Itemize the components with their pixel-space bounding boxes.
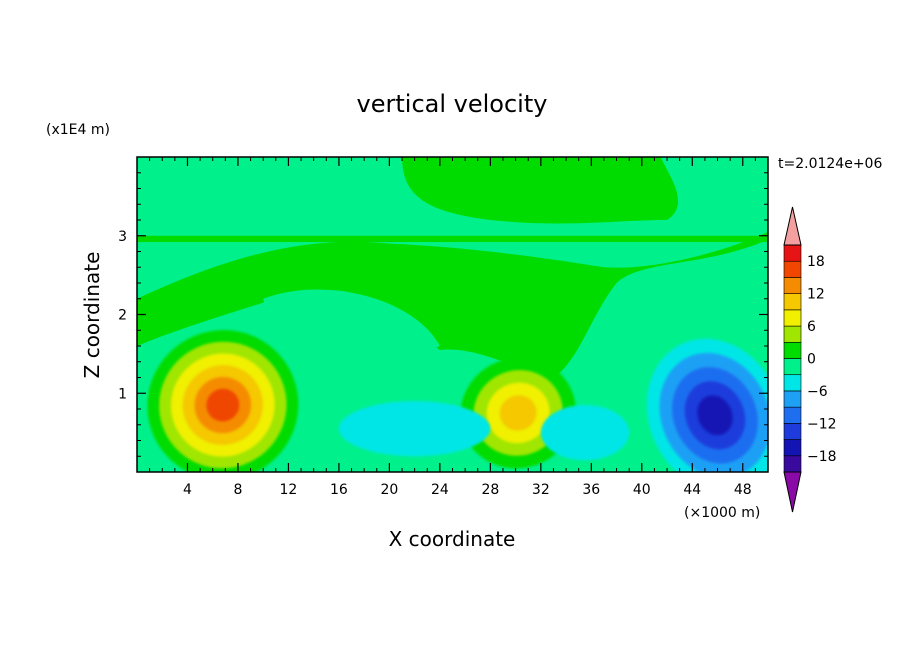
contour-band-green-strip xyxy=(137,235,768,243)
contour-cell-0-level-5 xyxy=(206,388,240,422)
colorbar-swatch xyxy=(783,390,802,408)
time-label: t=2.0124e+06 xyxy=(778,156,882,172)
colorbar-min-triangle xyxy=(783,471,802,513)
x-tick-label: 4 xyxy=(183,482,192,498)
x-tick-label: 24 xyxy=(431,482,449,498)
x-tick-label: 32 xyxy=(532,482,550,498)
colorbar-max-triangle xyxy=(783,206,802,246)
contour-band-teal xyxy=(263,289,440,369)
colorbar-swatch xyxy=(783,341,802,359)
plot-area xyxy=(137,157,768,472)
y-tick-label: 1 xyxy=(118,386,127,402)
colorbar-label: 12 xyxy=(807,287,825,303)
colorbar-swatch xyxy=(783,260,802,278)
colorbar-label: −18 xyxy=(807,449,837,465)
y-unit-label: (x1E4 m) xyxy=(46,122,110,138)
colorbar-swatch xyxy=(783,406,802,424)
x-tick-label: 12 xyxy=(280,482,298,498)
colorbar: 18 12 6 0 −6 −12 −18 xyxy=(783,206,837,513)
contour-cell-4-level-4 xyxy=(697,395,733,436)
colorbar-swatch xyxy=(783,309,802,327)
colorbar-swatch xyxy=(783,423,802,440)
y-axis-ticks: 1 2 3 xyxy=(118,172,768,457)
x-unit-label: (×1000 m) xyxy=(684,505,760,521)
colorbar-label: 18 xyxy=(807,254,825,270)
colorbar-swatch xyxy=(783,325,802,343)
contour-fills xyxy=(137,157,768,472)
colorbar-swatch xyxy=(783,277,802,294)
colorbar-label: 0 xyxy=(807,352,816,368)
x-tick-label: 28 xyxy=(481,482,499,498)
contour-cell-1-level-3 xyxy=(499,395,537,431)
colorbar-label: 6 xyxy=(807,319,816,335)
x-tick-label: 48 xyxy=(734,482,752,498)
colorbar-label: −12 xyxy=(807,416,837,432)
colorbar-swatch xyxy=(783,455,802,473)
y-tick-label: 3 xyxy=(118,229,127,245)
y-tick-label: 2 xyxy=(118,308,127,324)
contour-band-green xyxy=(137,231,768,378)
x-axis-label: X coordinate xyxy=(389,527,516,551)
x-tick-label: 8 xyxy=(233,482,242,498)
colorbar-swatch xyxy=(783,358,802,376)
contour-band-green-top xyxy=(402,157,679,224)
y-axis-label: Z coordinate xyxy=(80,252,104,379)
x-tick-label: 16 xyxy=(330,482,348,498)
x-tick-label: 44 xyxy=(683,482,701,498)
chart-title: vertical velocity xyxy=(357,90,548,118)
x-tick-label: 40 xyxy=(633,482,651,498)
x-tick-label: 36 xyxy=(582,482,600,498)
contour-cell-2-level-0 xyxy=(338,401,491,457)
colorbar-swatch xyxy=(783,244,802,262)
colorbar-swatch xyxy=(783,293,802,311)
x-axis-ticks: 4 8 12 16 20 24 28 32 36 40 44 48 xyxy=(149,157,756,498)
contour-cell-3-level-0 xyxy=(540,405,630,461)
colorbar-label: −6 xyxy=(807,384,828,400)
colorbar-swatch xyxy=(783,439,802,457)
x-tick-label: 20 xyxy=(380,482,398,498)
colorbar-swatch xyxy=(783,374,802,392)
